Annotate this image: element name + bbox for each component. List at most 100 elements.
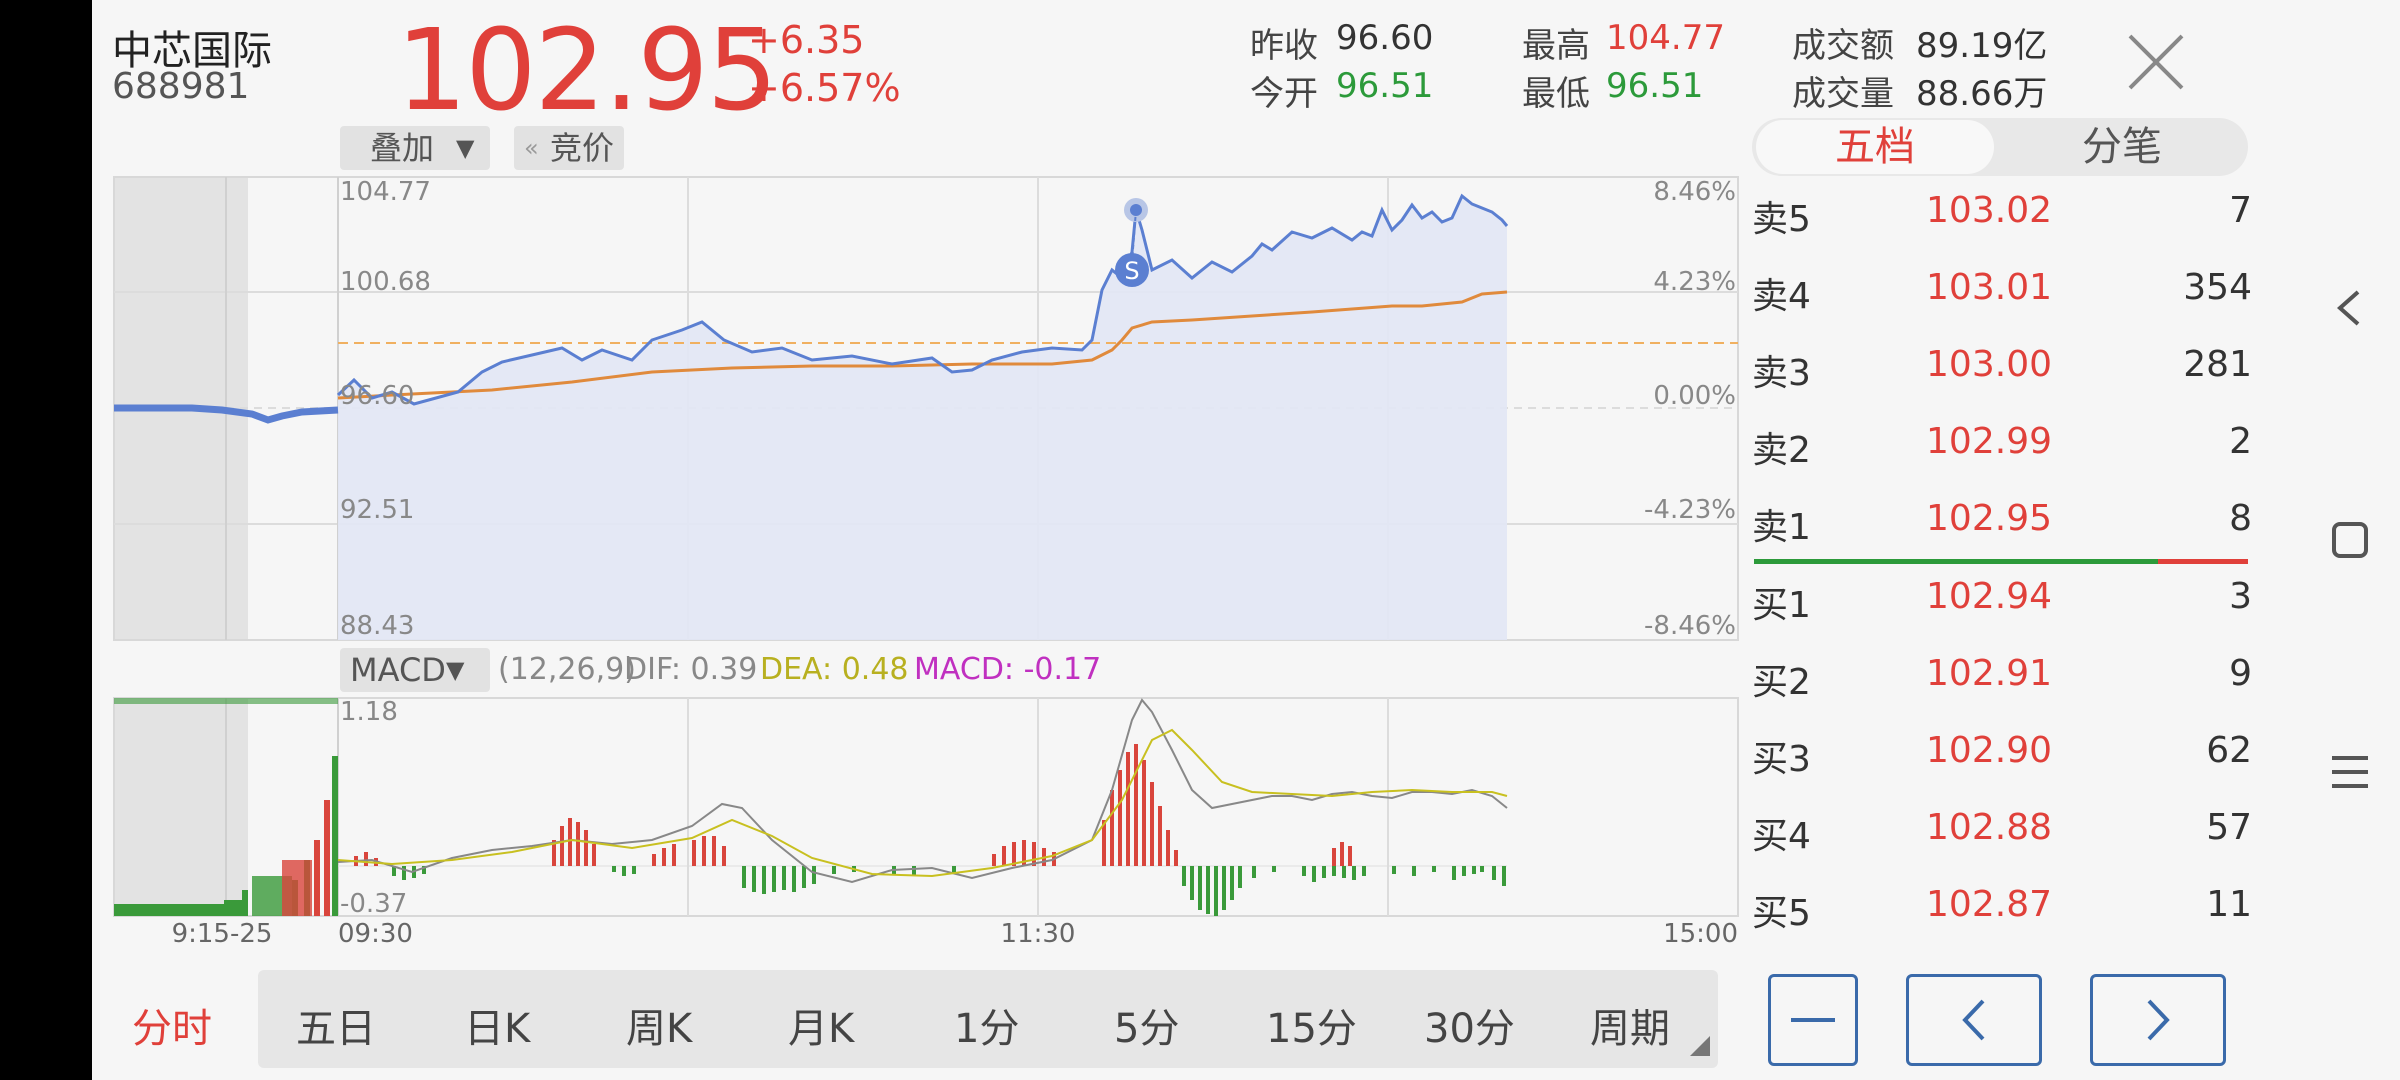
ask-volume: 7 bbox=[2229, 190, 2252, 231]
tab-ticks[interactable]: 分笔 bbox=[2082, 124, 2162, 170]
sell-marker-label: S bbox=[1124, 257, 1139, 285]
time-axis-label: 15:00 bbox=[1663, 919, 1738, 949]
auction-toggle[interactable]: « 竞价 bbox=[514, 126, 624, 170]
bid-volume: 57 bbox=[2206, 807, 2252, 848]
ask-row[interactable]: 卖4 103.01 354 bbox=[1752, 253, 2252, 329]
ask-volume: 354 bbox=[2183, 267, 2252, 308]
bid-row[interactable]: 买3 102.90 62 bbox=[1752, 716, 2252, 792]
bid-row[interactable]: 买1 102.94 3 bbox=[1752, 562, 2252, 638]
price-axis-label: 104.77 bbox=[340, 177, 431, 207]
price-axis-label: 88.43 bbox=[340, 611, 414, 641]
bid-price: 102.88 bbox=[1926, 807, 2052, 848]
scroll-right-button[interactable] bbox=[2090, 974, 2226, 1066]
price-change-pct: +6.57% bbox=[748, 66, 901, 110]
ask-label: 卖4 bbox=[1752, 276, 1811, 317]
ask-label: 卖1 bbox=[1752, 507, 1811, 548]
time-axis-label: 9:15-25 bbox=[172, 919, 273, 949]
menu-icon[interactable] bbox=[2322, 744, 2378, 800]
macd-histogram bbox=[114, 698, 1506, 916]
tab-five-levels[interactable]: 五档 bbox=[1756, 120, 1994, 174]
bid-label: 买4 bbox=[1752, 816, 1811, 857]
pct-axis-label: -4.23% bbox=[1644, 495, 1736, 525]
orderbook-tabs: 五档 分笔 bbox=[1752, 118, 2248, 176]
turnover-label: 成交额 bbox=[1792, 26, 1894, 66]
period-tab-weekly[interactable]: 周K bbox=[626, 1006, 693, 1052]
overlay-label: 叠加 bbox=[370, 129, 435, 167]
price-change: +6.35 bbox=[748, 18, 865, 62]
bid-label: 买1 bbox=[1752, 585, 1811, 626]
ask-price: 102.95 bbox=[1926, 498, 2052, 539]
stock-code: 688981 bbox=[112, 66, 250, 107]
sell-marker[interactable] bbox=[1115, 253, 1149, 287]
period-tab-30min[interactable]: 30分 bbox=[1424, 1006, 1515, 1052]
close-button[interactable] bbox=[2124, 30, 2188, 94]
macd-axis-label: 1.18 bbox=[340, 697, 398, 727]
pct-axis-label: -8.46% bbox=[1644, 611, 1736, 641]
ask-label: 卖5 bbox=[1752, 199, 1811, 240]
bid-price: 102.91 bbox=[1926, 653, 2052, 694]
period-tab-15min[interactable]: 15分 bbox=[1266, 1006, 1357, 1052]
ask-row[interactable]: 卖2 102.99 2 bbox=[1752, 407, 2252, 483]
volume-value: 88.66万 bbox=[1916, 74, 2048, 114]
period-tab-daily[interactable]: 日K bbox=[464, 1006, 531, 1052]
bid-volume: 9 bbox=[2229, 653, 2252, 694]
home-icon[interactable] bbox=[2322, 512, 2378, 568]
high-label: 最高 bbox=[1522, 26, 1590, 66]
high-value: 104.77 bbox=[1606, 18, 1725, 58]
auction-label: 竞价 bbox=[550, 129, 615, 167]
ask-label: 卖3 bbox=[1752, 353, 1811, 394]
intraday-chart[interactable]: S 104.77 100.68 96.60 92.51 88.43 8.46% … bbox=[92, 0, 1752, 960]
ask-row[interactable]: 卖1 102.95 8 bbox=[1752, 484, 2252, 560]
bid-label: 买2 bbox=[1752, 662, 1811, 703]
ask-row[interactable]: 卖3 103.00 281 bbox=[1752, 330, 2252, 406]
back-icon[interactable] bbox=[2322, 280, 2378, 336]
dea-line bbox=[337, 728, 1508, 878]
ask-ratio-bar bbox=[2158, 559, 2248, 564]
close-icon bbox=[2128, 34, 2184, 90]
bid-volume: 62 bbox=[2206, 730, 2252, 771]
prev-close-label: 昨收 bbox=[1250, 26, 1318, 66]
period-tab-intraday[interactable]: 分时 bbox=[132, 1006, 212, 1052]
pct-axis-label: 8.46% bbox=[1653, 177, 1736, 207]
bid-row[interactable]: 买2 102.91 9 bbox=[1752, 639, 2252, 715]
period-tab-1min[interactable]: 1分 bbox=[954, 1006, 1020, 1052]
ask-price: 103.01 bbox=[1926, 267, 2052, 308]
indicator-label: MACD bbox=[350, 651, 446, 689]
ask-row[interactable]: 卖5 103.02 7 bbox=[1752, 176, 2252, 252]
bid-label: 买5 bbox=[1752, 893, 1811, 934]
macd-value: MACD: -0.17 bbox=[914, 652, 1102, 687]
average-price-line bbox=[337, 290, 1508, 400]
bid-ratio-bar bbox=[1754, 559, 2158, 564]
price-line bbox=[336, 193, 1509, 406]
price-area-fill bbox=[338, 196, 1507, 640]
period-tab-5min[interactable]: 5分 bbox=[1114, 1006, 1180, 1052]
ask-volume: 281 bbox=[2183, 344, 2252, 385]
dea-value: DEA: 0.48 bbox=[760, 652, 909, 687]
bid-row[interactable]: 买5 102.87 11 bbox=[1752, 870, 2252, 946]
ask-volume: 2 bbox=[2229, 421, 2252, 462]
bid-volume: 11 bbox=[2206, 884, 2252, 925]
overlay-dropdown[interactable]: 叠加 ▼ bbox=[340, 126, 490, 170]
chevron-right-icon bbox=[2147, 999, 2170, 1041]
bid-label: 买3 bbox=[1752, 739, 1811, 780]
indicator-dropdown[interactable]: ▼ MACD bbox=[340, 648, 490, 692]
bid-price: 102.87 bbox=[1926, 884, 2052, 925]
price-axis-label: 100.68 bbox=[340, 267, 431, 297]
scroll-left-button[interactable] bbox=[1906, 974, 2042, 1066]
ask-price: 103.02 bbox=[1926, 190, 2052, 231]
turnover-value: 89.19亿 bbox=[1916, 26, 2048, 66]
zoom-out-button[interactable] bbox=[1768, 974, 1858, 1066]
period-bar bbox=[258, 970, 1718, 1068]
period-tab-monthly[interactable]: 月K bbox=[788, 1006, 855, 1052]
bid-row[interactable]: 买4 102.88 57 bbox=[1752, 793, 2252, 869]
period-tab-cycle[interactable]: 周期 bbox=[1590, 1006, 1670, 1052]
corner-expand-icon bbox=[1690, 1036, 1710, 1056]
price-axis-label: 92.51 bbox=[340, 495, 414, 525]
ask-label: 卖2 bbox=[1752, 430, 1811, 471]
bid-price: 102.90 bbox=[1926, 730, 2052, 771]
period-tab-five-day[interactable]: 五日 bbox=[296, 1006, 376, 1052]
time-axis-label: 11:30 bbox=[1001, 919, 1076, 949]
stock-name: 中芯国际 bbox=[112, 28, 272, 74]
system-nav-bar bbox=[2300, 0, 2400, 1080]
macd-axis-label: -0.37 bbox=[340, 889, 407, 919]
